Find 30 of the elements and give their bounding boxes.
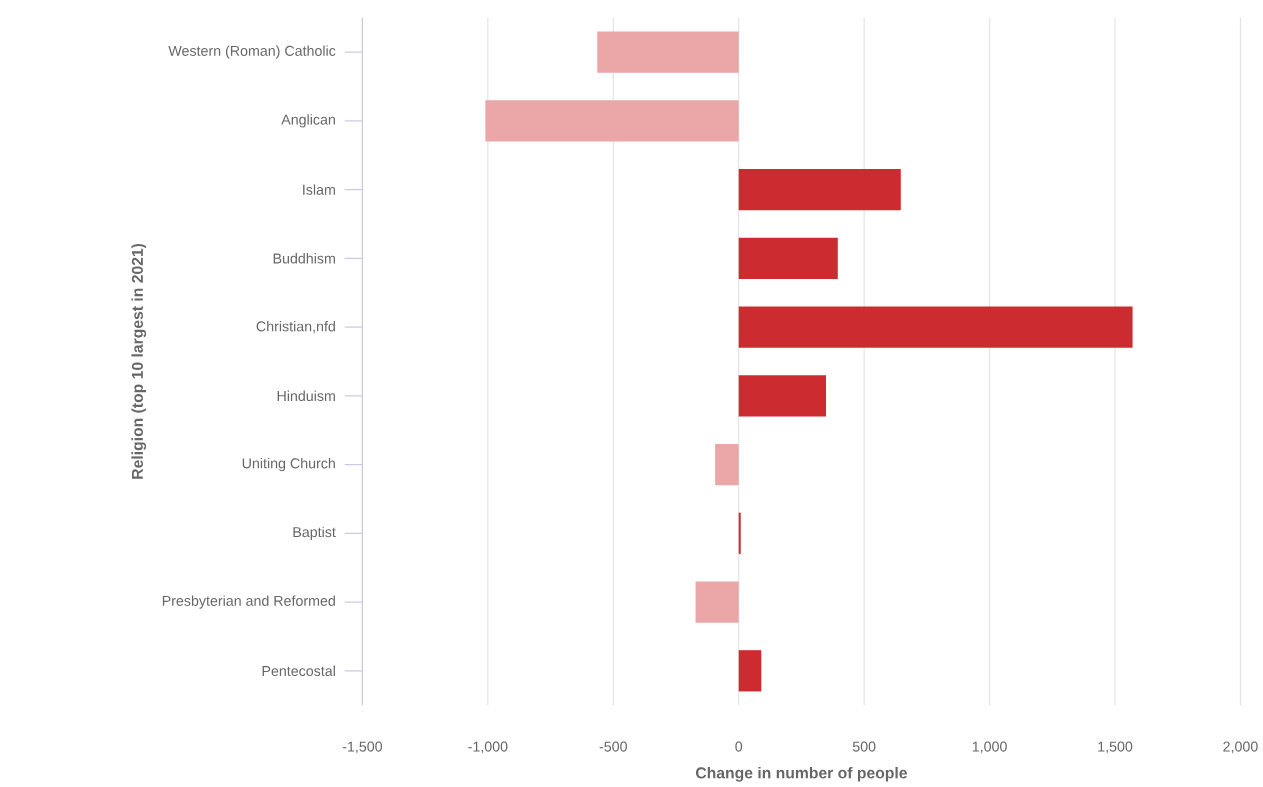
bar — [597, 31, 739, 73]
y-tick-label: Buddhism — [273, 253, 335, 264]
x-tick-label: 1,500 — [1098, 741, 1133, 754]
x-axis-title: Change in number of people — [696, 767, 907, 782]
bar — [715, 444, 739, 486]
x-tick-label: -1,500 — [342, 741, 383, 754]
bar — [738, 650, 762, 692]
x-tick-label: 500 — [852, 741, 876, 752]
bar — [738, 306, 1133, 348]
y-tick-label: Hinduism — [277, 390, 335, 402]
y-tick-label: Uniting Church — [242, 458, 335, 472]
y-tick-label: Islam — [303, 184, 335, 195]
bar — [738, 169, 901, 211]
y-tick-label: Pentecostal — [262, 665, 335, 677]
x-tick-label: 2,000 — [1223, 741, 1258, 754]
bar — [485, 100, 739, 142]
bar — [738, 512, 741, 555]
y-tick-label: Western (Roman) Catholic — [168, 45, 336, 59]
y-tick-label: Anglican — [281, 114, 335, 128]
bar — [738, 375, 827, 417]
x-tick-label: 1,000 — [972, 741, 1007, 754]
y-tick-label: Presbyterian and Reformed — [162, 595, 335, 609]
y-axis-title: Religion (top 10 largest in 2021) — [131, 244, 147, 479]
bar — [738, 237, 838, 280]
x-tick-label: -1,000 — [468, 741, 508, 754]
bar — [695, 581, 739, 623]
x-tick-label: 0 — [735, 741, 743, 752]
x-tick-label: -500 — [599, 741, 627, 752]
y-tick-label: Christian,nfd — [256, 321, 335, 334]
y-tick-label: Baptist — [293, 526, 336, 541]
